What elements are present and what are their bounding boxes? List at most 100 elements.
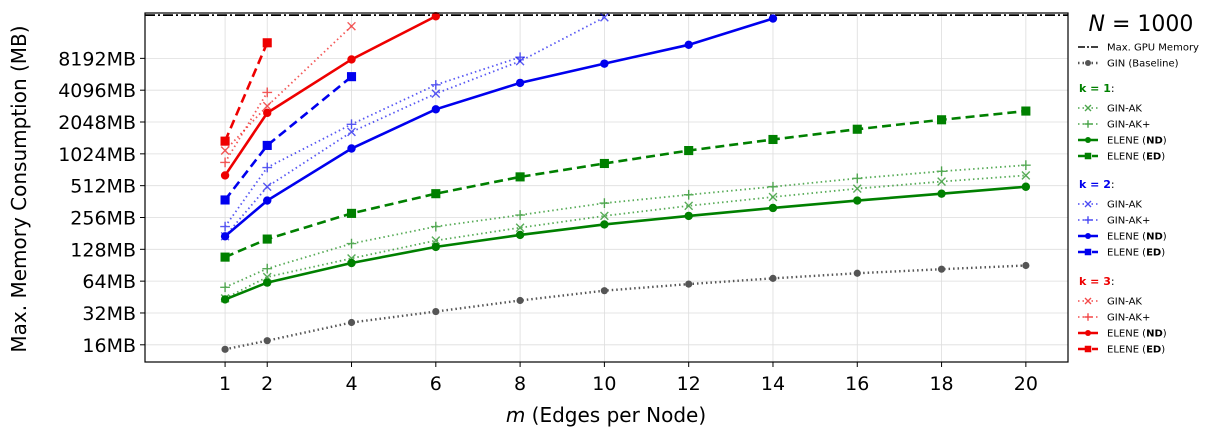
legend-entry-g1-2: [1078, 120, 1098, 128]
data-point: [263, 337, 271, 345]
legend-marker: [1084, 200, 1092, 208]
legend-label: ELENE (ED): [1107, 345, 1165, 356]
series-line: [224, 185, 1026, 301]
y-tick-label: 256MB: [70, 207, 136, 229]
legend-marker: [1084, 104, 1092, 112]
legend-entry-g1-1: [1078, 104, 1098, 112]
data-point: [220, 252, 230, 262]
data-point: [263, 278, 272, 287]
axes: 1 2 4 6 8 10 12 14 16 18 2016MB32MB64MB128MB256MB5…: [58, 12, 1069, 395]
x-tick-label: 16: [845, 373, 869, 395]
y-tick-label: 4096MB: [58, 80, 136, 102]
series-line: [224, 16, 605, 237]
legend-label: ELENE (ED): [1107, 152, 1165, 163]
series-layer: [145, 12, 1068, 353]
data-point: [683, 189, 694, 200]
legend-entry-g2-2: [1078, 216, 1098, 224]
data-point: [1021, 106, 1031, 116]
data-point: [220, 232, 230, 241]
data-point: [515, 172, 525, 182]
data-point: [431, 12, 441, 21]
legend-label: GIN-AK: [1107, 104, 1142, 115]
data-point: [262, 182, 272, 192]
series-line: [224, 164, 1026, 289]
data-point: [937, 265, 946, 273]
series-line: [224, 109, 1026, 259]
data-point: [431, 242, 441, 252]
data-point: [221, 345, 229, 353]
data-point: [599, 12, 609, 22]
series-g2-3: [220, 14, 778, 241]
series-g1-4: [220, 106, 1031, 262]
data-point: [684, 201, 694, 211]
data-point: [852, 173, 863, 184]
data-point: [430, 221, 441, 232]
series-g1-1: [220, 171, 1031, 303]
series-g3-3: [220, 12, 441, 180]
data-point: [600, 220, 609, 229]
legend-label: GIN (Baseline): [1107, 59, 1179, 70]
legend-label: GIN-AK+: [1107, 313, 1150, 324]
data-point: [515, 223, 525, 233]
y-tick-label: 128MB: [70, 239, 136, 261]
legend-marker: [1085, 60, 1091, 66]
legend-marker: [1084, 216, 1092, 224]
data-point: [515, 210, 525, 220]
data-point: [431, 89, 441, 99]
data-point: [768, 192, 778, 202]
data-point: [1020, 160, 1031, 171]
legend-gin-baseline: [1078, 60, 1098, 66]
data-point: [346, 72, 357, 82]
y-axis-label: Max. Memory Consumption (MB): [7, 25, 31, 352]
data-point: [515, 230, 525, 240]
legend-marker: [1084, 345, 1092, 353]
data-point: [685, 280, 693, 288]
data-point: [347, 55, 356, 64]
series-line: [224, 17, 774, 238]
data-point: [599, 198, 610, 209]
data-point: [431, 105, 441, 114]
data-point: [431, 236, 441, 245]
legend-title: N = 1000: [1089, 12, 1194, 37]
series-g1-3: [220, 182, 1031, 304]
data-point: [220, 157, 230, 168]
data-point: [431, 189, 441, 199]
data-point: [262, 87, 273, 98]
y-tick-label: 16MB: [82, 335, 136, 357]
legend-entry-g2-1: [1078, 200, 1098, 208]
series-g3-2: [220, 87, 273, 168]
series-line: [224, 75, 353, 201]
y-tick-label: 512MB: [70, 176, 136, 198]
x-tick-label: 14: [761, 373, 785, 395]
x-tick-label: 1: [219, 373, 231, 395]
legend-entry-g2-4: [1078, 248, 1098, 256]
legend-marker: [1085, 137, 1091, 143]
data-point: [262, 162, 273, 173]
data-point: [684, 211, 693, 221]
series-g3-4: [220, 38, 272, 146]
data-point: [262, 234, 272, 244]
x-tick-label: 12: [677, 373, 701, 395]
data-point: [684, 40, 693, 50]
data-point: [347, 127, 356, 137]
data-point: [262, 140, 272, 150]
legend-group-heading-3: k = 3:: [1079, 275, 1115, 288]
data-point: [768, 181, 778, 192]
grid-lines: [145, 13, 1068, 362]
data-point: [432, 307, 440, 316]
series-line: [223, 15, 437, 177]
legend-label: ELENE (ND): [1107, 232, 1167, 243]
series-g2-1: [220, 12, 609, 241]
data-point: [599, 158, 609, 169]
series-line: [224, 91, 268, 163]
data-point: [220, 295, 230, 304]
legend-label: GIN-AK+: [1107, 216, 1150, 227]
legend-label: ELENE (ED): [1107, 248, 1165, 259]
data-point: [1022, 261, 1030, 270]
legend-marker: [1084, 152, 1092, 160]
legend: N = 1000 Max. GPU Memory GIN (Baseline) k …: [1078, 12, 1199, 356]
legend-marker: [1085, 233, 1091, 239]
y-tick-label: 8192MB: [58, 48, 136, 70]
legend-label: Max. GPU Memory: [1107, 43, 1199, 54]
